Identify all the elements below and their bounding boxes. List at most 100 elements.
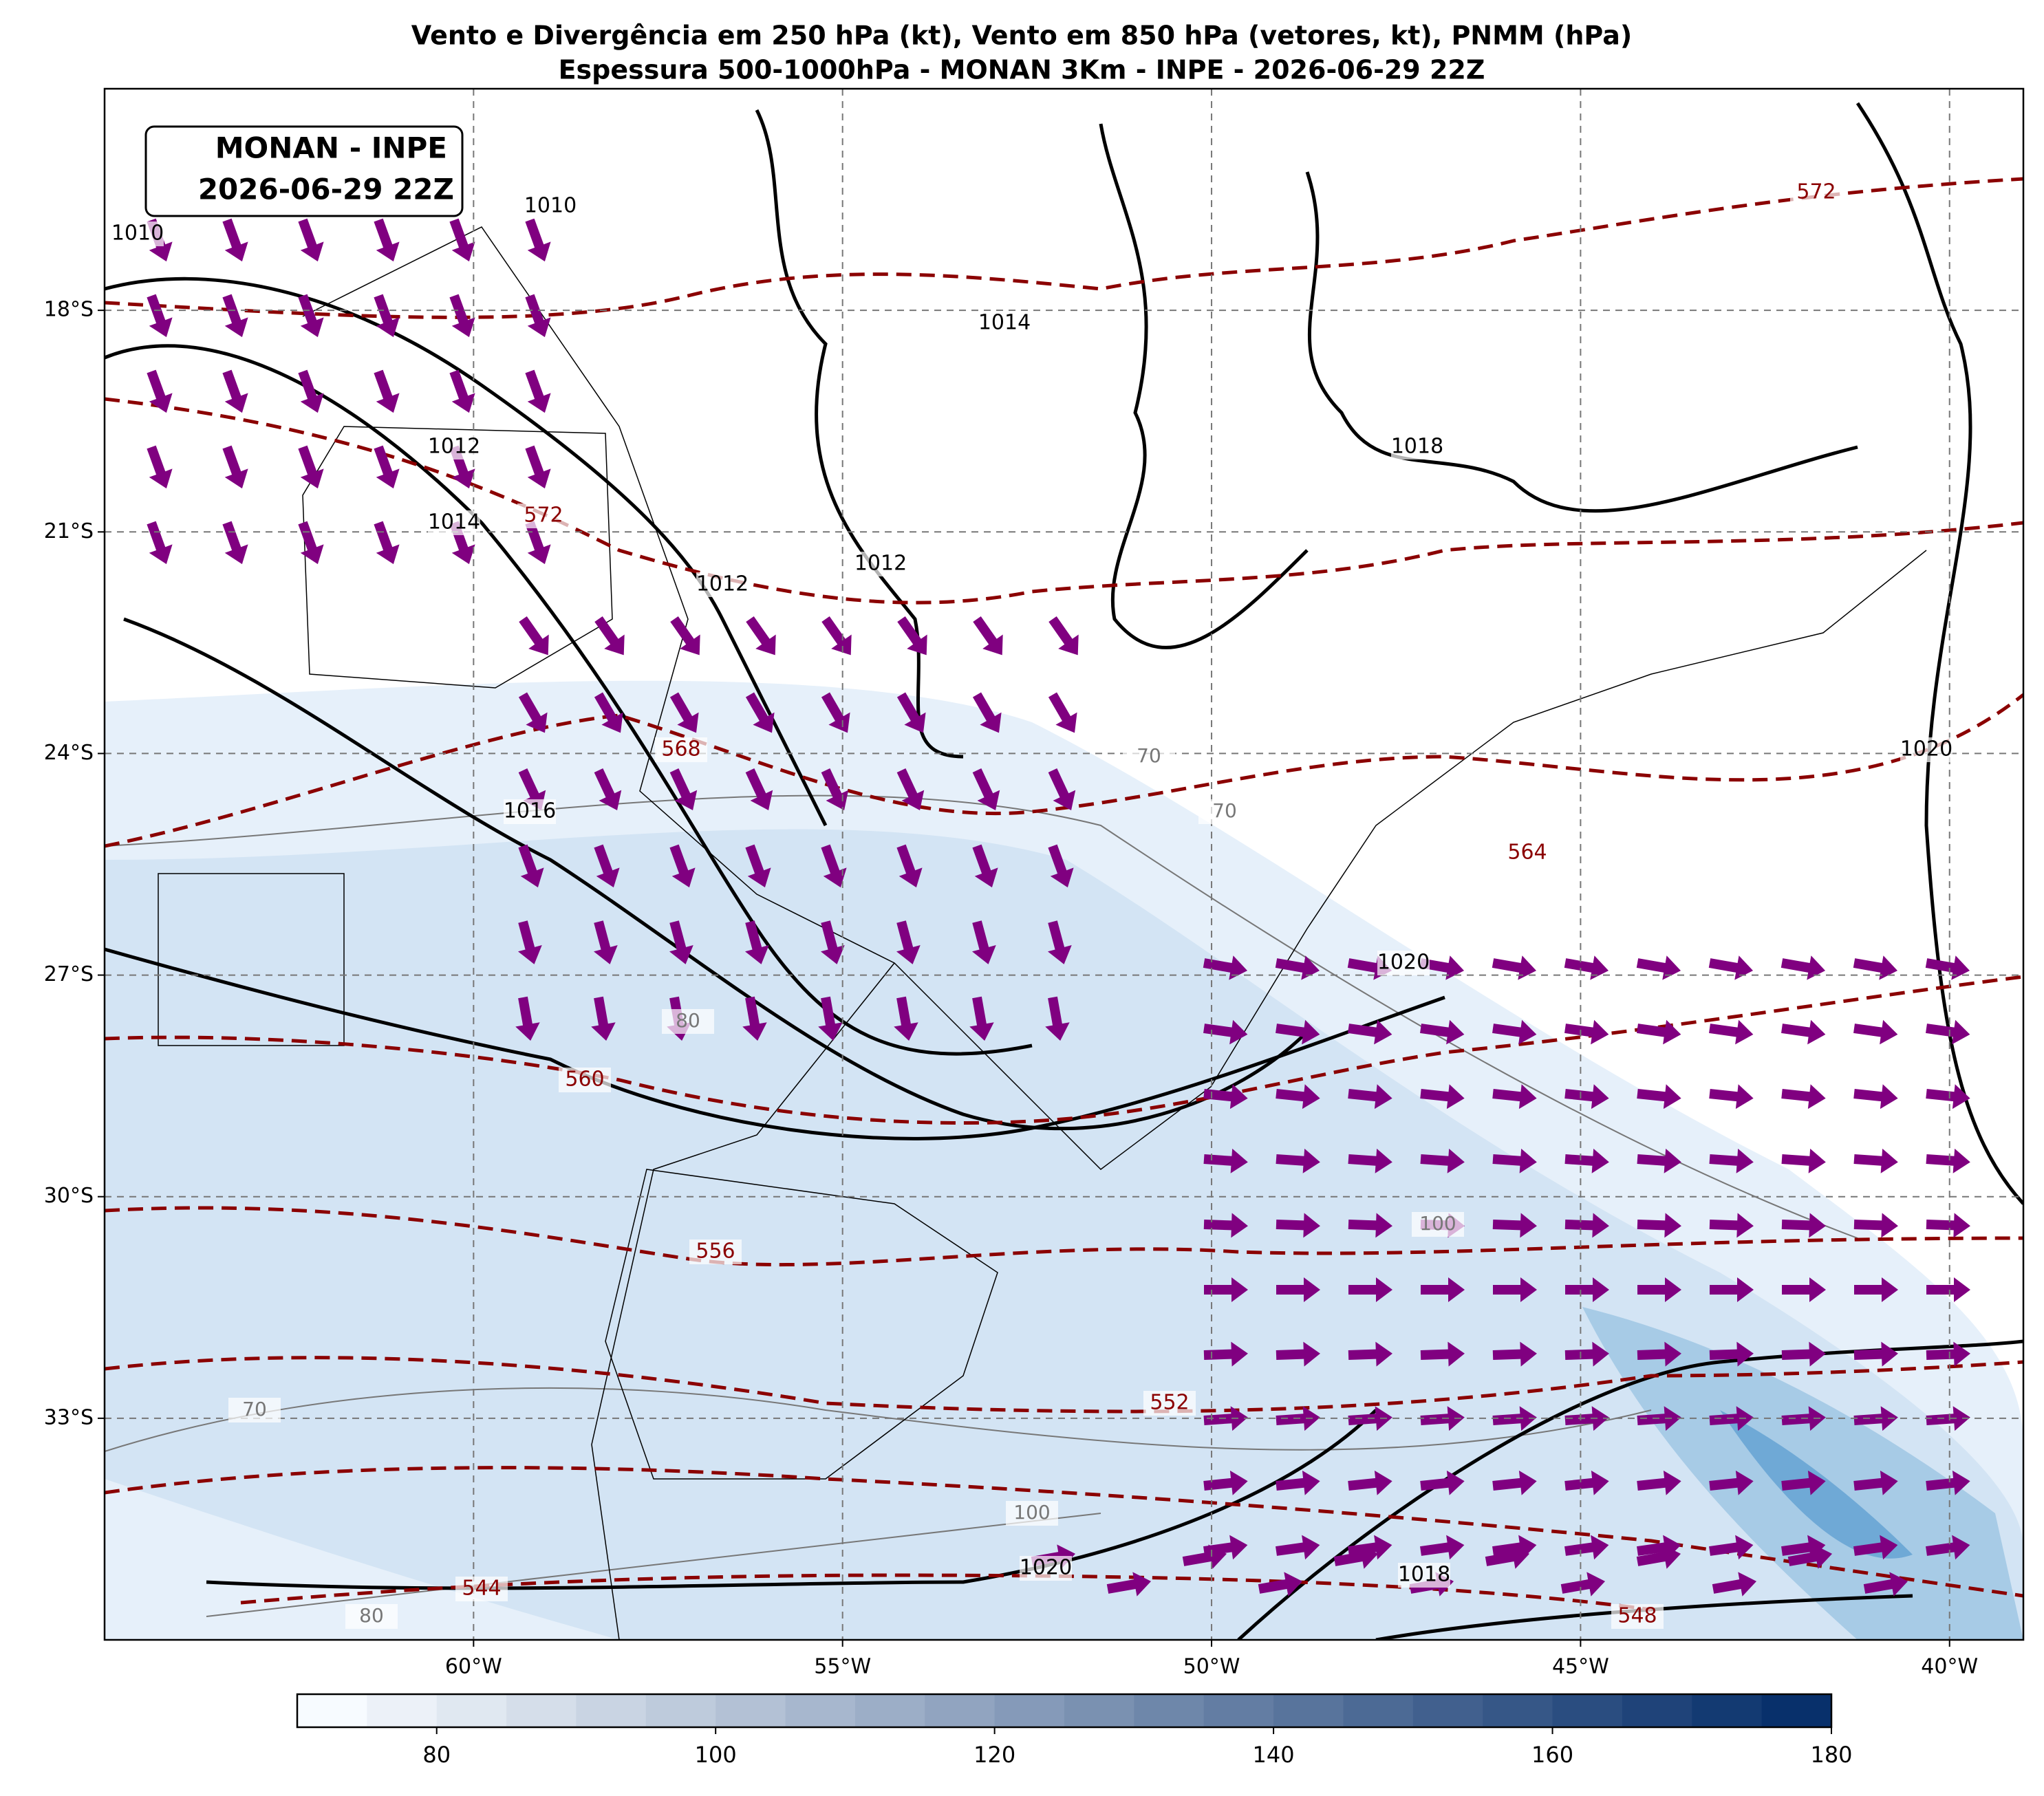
colorbar-tick-label: 100 [695,1742,737,1768]
colorbar-swatch [576,1694,647,1727]
wind-arrow [1348,1277,1392,1302]
wind-arrow [1048,768,1076,811]
wind-arrow [593,920,618,964]
wind-arrow [449,369,475,413]
wind-arrow [1637,1084,1681,1110]
wind-arrow [374,294,400,338]
wind-arrow [298,218,324,262]
wind-arrow [1926,1277,1970,1302]
colorbar-tick-label: 120 [973,1742,1015,1768]
wind-arrow [1564,1341,1609,1367]
wind-arrow [744,920,769,964]
thickness-label: 556 [696,1240,735,1264]
wind-arrow [1276,1213,1320,1238]
colorbar-swatch [854,1694,925,1727]
wind-arrow [1203,1341,1248,1367]
wind-arrow [1787,1544,1833,1569]
wind-arrow [1493,1277,1537,1302]
isobar-label: 1010 [111,221,164,246]
wind-arrow [1781,1341,1826,1367]
wind-arrow [1204,1277,1248,1302]
wind-arrow [1333,1544,1379,1569]
wind-arrow [518,844,544,888]
isobar-label: 1018 [1398,1563,1450,1587]
wind-arrow [1348,1213,1392,1238]
x-tick-label: 60°W [445,1655,502,1679]
thickness-label: 572 [1796,180,1836,204]
info-box-text: 2026-06-29 22Z [198,173,454,206]
wind-arrow [1709,1535,1754,1560]
colorbar-swatch [1483,1694,1553,1727]
label-background [111,221,164,246]
thickness-label: 560 [565,1068,604,1092]
thickness-label: 548 [1617,1604,1657,1628]
wind-arrow [298,294,324,338]
wind-arrow [972,692,1002,733]
wind-arrow [374,445,400,489]
wind-arrow [820,920,845,964]
wind-arrow [525,218,551,262]
wind-arrow [1637,1213,1681,1238]
graticule: 60°W 55°W 50°W 45°W 40°W 18°S 21°S 24°S 27°S 30°S… [44,89,2023,1679]
wind-arrow [1636,1544,1681,1569]
wind-arrow [669,768,698,811]
colorbar-swatch [1343,1694,1414,1727]
label-background [504,799,556,824]
wind-arrow [1564,1470,1609,1495]
wind-arrow [1710,1277,1754,1302]
wind-label: 100 [1013,1501,1050,1524]
wind-arrow [1048,844,1074,888]
wind-arrow [1564,1406,1609,1431]
y-tick-label: 30°S [44,1184,94,1208]
wind-arrow [1492,1470,1537,1495]
colorbar-tick-label: 80 [422,1742,451,1768]
wind-arrow [1276,1470,1320,1495]
wind-arrow [1853,1084,1898,1110]
wind-arrow [1926,1341,1970,1367]
label-background [655,737,707,762]
wind-arrow [525,294,551,338]
wind-arrow [518,692,548,733]
wind-arrow [1637,1277,1681,1302]
wind-arrow [1781,1213,1826,1238]
wind-arrow [1048,692,1077,733]
label-background [1377,951,1430,975]
wind-arrow [1485,1544,1530,1569]
wind-arrow [1348,1470,1392,1495]
wind-arrow [222,218,248,262]
wind-arrow [147,369,173,413]
wind-arrow [374,218,400,262]
wind-arrow [1781,1148,1826,1173]
wind-shading [105,829,2023,1640]
wind-arrow [222,369,248,413]
wind-arrow [1925,955,1970,980]
wind-arrow [821,768,849,811]
wind-arrow [147,445,173,489]
wind-arrow [1348,1019,1392,1045]
isobar-label: 1012 [428,435,480,459]
wind-arrow [821,616,852,656]
wind-arrow [969,996,994,1041]
wind-arrow [821,844,847,888]
wind-arrow [1203,1019,1248,1045]
wind-arrow [1926,1019,1970,1045]
wind-arrow [1781,1019,1826,1045]
wind-arrow [1106,1572,1152,1597]
wind-arrow [1926,1084,1970,1110]
label-background [1611,1604,1664,1629]
isobar-label: 1018 [1391,435,1443,459]
y-tick-label: 33°S [44,1405,94,1429]
wind-arrow [745,692,775,733]
map-layers [105,102,2023,1640]
wind-arrow [1926,1535,1970,1560]
label-background [455,1577,508,1601]
isobar-label: 1012 [854,552,907,576]
wind-arrow [1420,1535,1465,1560]
wind-arrow [1276,1535,1320,1560]
colorbar-swatch [925,1694,996,1727]
wind-arrow [1564,1213,1609,1238]
info-box-text: MONAN - INPE [215,131,447,165]
x-tick-label: 40°W [1921,1655,1978,1679]
wind-arrow [1348,1341,1392,1367]
wind-arrow [1781,1084,1826,1110]
